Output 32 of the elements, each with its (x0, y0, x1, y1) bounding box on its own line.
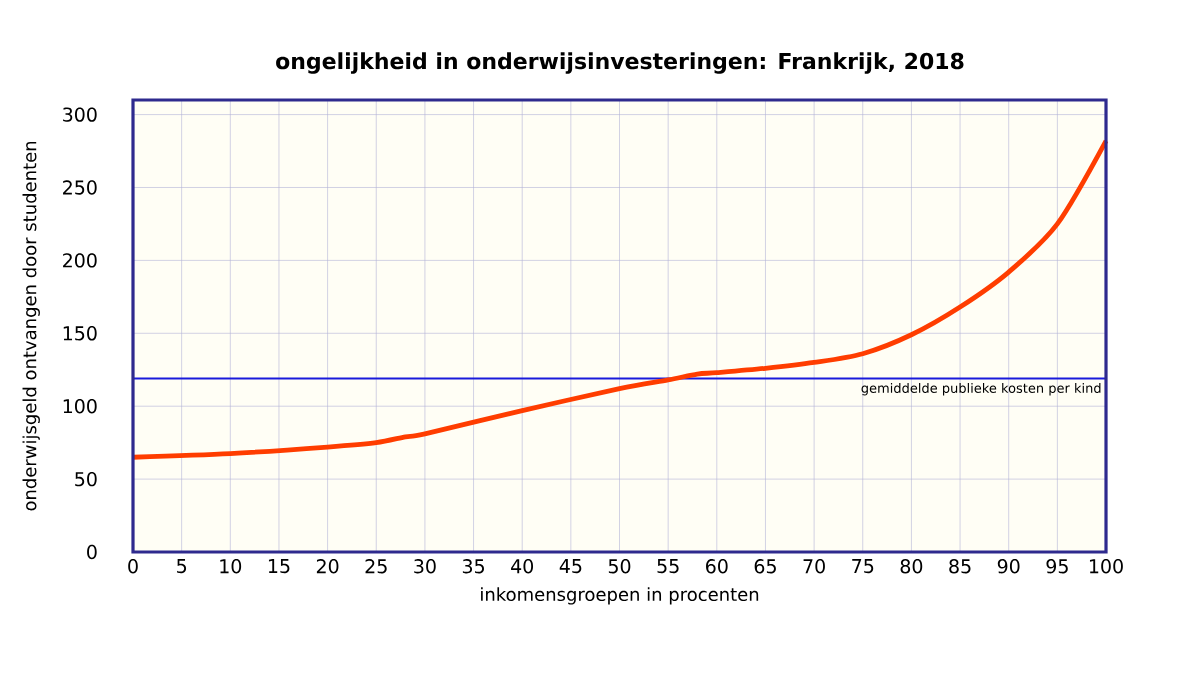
x-tick-label: 20 (316, 559, 339, 574)
chart-title: ongelijkheid in onderwijsinvesteringen: Frankrijk, 2018 (276, 52, 964, 74)
x-tick-label: 95 (1046, 559, 1068, 574)
y-tick-label: 200 (63, 253, 97, 268)
x-tick-label: 85 (949, 559, 971, 574)
x-tick-label: 30 (414, 559, 436, 574)
y-tick-label: 300 (63, 107, 97, 122)
y-tick-label: 100 (63, 399, 97, 414)
x-tick-label: 80 (900, 559, 923, 574)
x-tick-label: 50 (608, 559, 631, 574)
x-tick-label: 25 (365, 559, 387, 574)
x-tick-label: 35 (462, 559, 484, 574)
x-tick-label: 0 (128, 559, 138, 574)
x-tick-label: 100 (1089, 559, 1123, 574)
y-tick-label: 50 (75, 471, 97, 487)
x-tick-label: 75 (852, 559, 874, 574)
x-tick-label: 10 (220, 559, 242, 574)
x-tick-label: 55 (657, 559, 679, 574)
x-tick-label: 60 (706, 559, 728, 574)
x-tick-label: 70 (803, 559, 825, 574)
x-tick-label: 15 (268, 559, 290, 574)
x-tick-label: 45 (559, 559, 582, 574)
ref-line-label: gemiddelde publieke kosten per kind (861, 382, 1101, 396)
x-tick-label: 5 (177, 559, 187, 574)
x-tick-label: 65 (754, 559, 776, 574)
x-axis-title: inkomensgroepen in procenten (481, 587, 759, 605)
x-tick-label: 40 (511, 559, 534, 574)
y-tick-label: 0 (87, 544, 97, 560)
y-tick-label: 150 (63, 326, 97, 341)
x-tick-label: 90 (997, 559, 1020, 574)
y-axis-title: onderwijsgeld ontvangen door studenten (22, 141, 40, 511)
y-tick-label: 250 (63, 180, 97, 195)
